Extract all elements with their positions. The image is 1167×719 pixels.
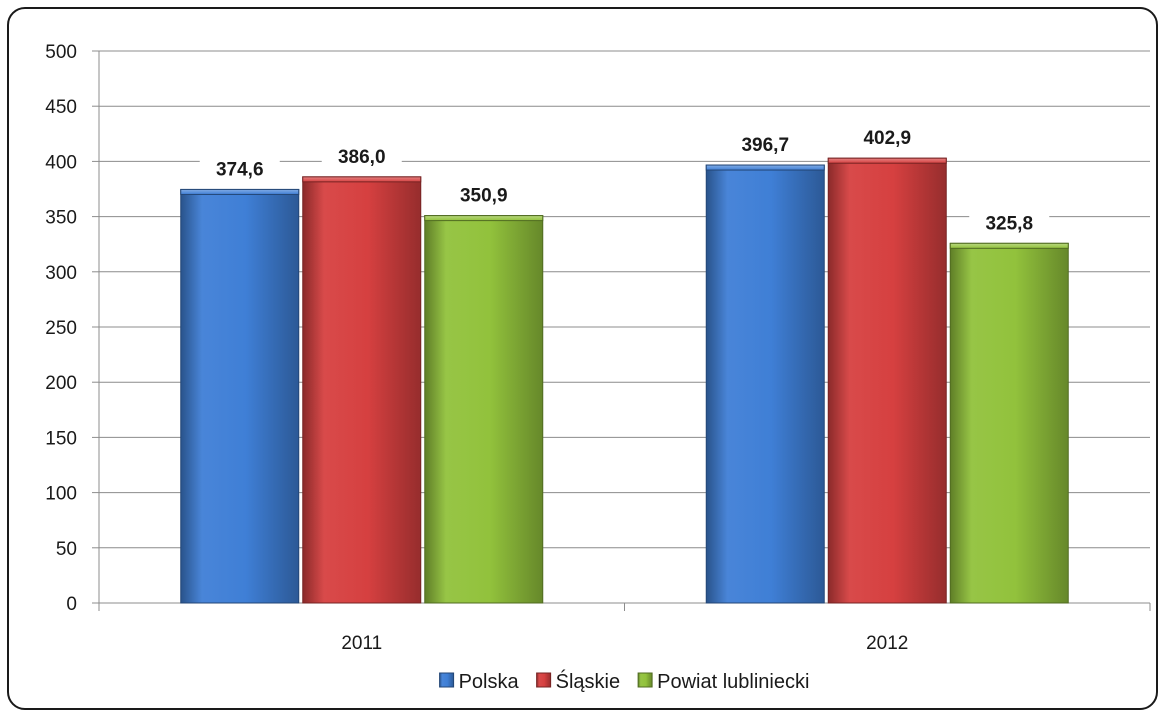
data-label-bg: [847, 123, 928, 151]
legend-label: Śląskie: [556, 669, 620, 693]
data-label: 402,9: [863, 128, 911, 149]
data-label: 396,7: [741, 135, 789, 156]
bar: [949, 242, 1069, 604]
legend-item: Polska: [439, 671, 520, 693]
data-label-bg: [969, 208, 1050, 236]
data-label: 374,6: [216, 159, 264, 180]
legend-item: Powiat lubliniecki: [637, 671, 809, 693]
data-label: 350,9: [460, 186, 508, 207]
bar: [827, 157, 947, 604]
legend-swatch: [439, 672, 455, 688]
legend-swatch: [637, 672, 653, 688]
x-tick-label: 2011: [341, 633, 382, 654]
data-label-bg: [725, 130, 806, 158]
data-label-bg: [199, 154, 280, 182]
y-tick-label: 0: [66, 594, 77, 615]
data-label-bg: [443, 180, 524, 208]
y-tick-label: 400: [45, 152, 77, 173]
y-tick-label: 200: [45, 373, 77, 394]
legend-item: Śląskie: [536, 669, 620, 693]
y-tick-label: 500: [45, 42, 77, 63]
legend: Polska Śląskie Powiat lubliniecki: [439, 669, 809, 693]
y-tick-label: 100: [45, 484, 77, 505]
y-tick-label: 150: [45, 428, 77, 449]
bar: [302, 176, 422, 604]
x-tick-label: 2012: [866, 633, 908, 654]
bar: [705, 164, 825, 604]
legend-label: Powiat lubliniecki: [657, 671, 809, 693]
x-axis: 2011 2012: [98, 602, 1151, 654]
y-tick-label: 300: [45, 263, 77, 284]
legend-swatch: [536, 672, 552, 688]
data-label: 386,0: [338, 147, 386, 168]
y-tick-label: 50: [56, 539, 77, 560]
data-label: 325,8: [985, 213, 1033, 234]
bar: [424, 215, 544, 604]
data-label-bg: [321, 141, 402, 169]
bar: [180, 188, 300, 604]
y-axis: 0 50 100 150 200 250 300 350 400 450 500: [45, 42, 100, 615]
data-labels: 374,6 386,0 350,9 396,7 402,9 325,8: [199, 123, 1050, 236]
bars: [180, 157, 1069, 604]
y-tick-label: 350: [45, 208, 77, 229]
legend-label: Polska: [459, 671, 520, 693]
y-tick-label: 250: [45, 318, 77, 339]
y-tick-label: 450: [45, 97, 77, 118]
